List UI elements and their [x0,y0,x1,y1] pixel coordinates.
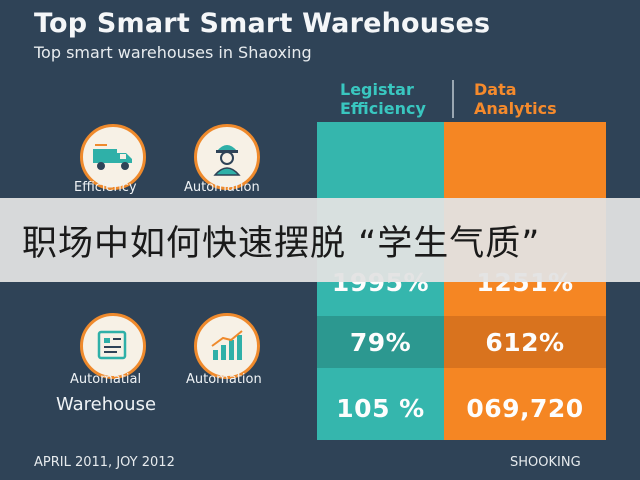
column-header-left: Legistar Efficiency [340,80,426,118]
footer-location: SHOOKING [510,455,581,470]
banner-text: 职场中如何快速摆脱 “学生气质” [22,223,541,264]
warehouse-label: Warehouse [56,394,157,415]
column-header-divider [452,80,454,118]
document-icon [80,313,146,379]
row-band [444,316,606,368]
row-band [317,316,444,368]
value-row-2-left: 79% [349,327,412,357]
value-row-3-left: 105 % [336,393,425,423]
worker-icon [194,124,260,190]
value-row-3-right: 069,720 [466,393,584,423]
bar-chart-icon [194,313,260,379]
value-row-2-right: 612% [485,327,565,357]
page-title: Top Smart Smart Warehouses [34,8,491,39]
footer-date: APRIL 2011, JOY 2012 [34,455,175,470]
truck-icon [80,124,146,190]
column-header-right: Data Analytics [474,80,557,118]
icon-label-automation-top: Automation [184,180,260,195]
icon-label-efficiency: Efficiency [74,180,137,195]
icon-label-automation-bottom: Automation [186,372,262,387]
page-subtitle: Top smart warehouses in Shaoxing [34,43,312,62]
overlay-banner: 职场中如何快速摆脱 “学生气质” [0,198,640,282]
icon-label-automatial: Automatial [70,372,142,387]
